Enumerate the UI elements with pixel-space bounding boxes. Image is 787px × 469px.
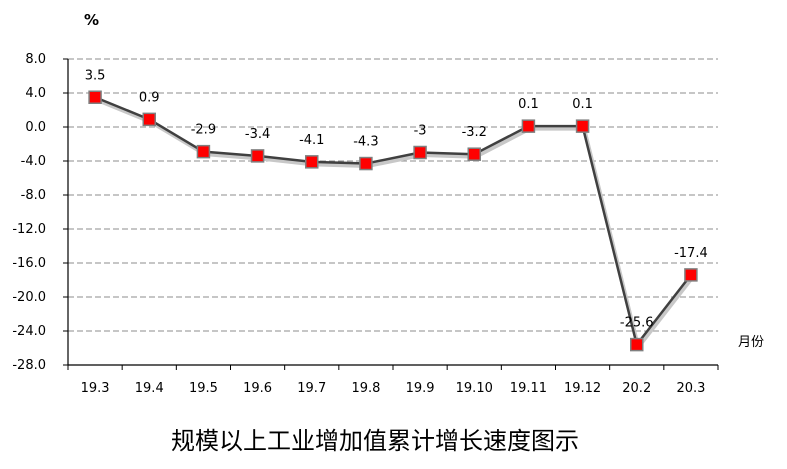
y-tick-label: 4.0 — [25, 86, 46, 101]
chart-title: 规模以上工业增加值累计增长速度图示 — [171, 427, 579, 455]
x-axis-unit: 月份 — [738, 335, 764, 350]
data-point-marker — [413, 145, 427, 160]
y-tick-label: -12.0 — [12, 222, 46, 237]
data-label: -2.9 — [191, 123, 216, 138]
x-tick-label: 20.3 — [676, 381, 705, 396]
data-label: 0.9 — [139, 90, 160, 105]
y-tick-label: 0.0 — [25, 120, 46, 135]
data-point-marker — [142, 112, 156, 127]
y-tick-label: 8.0 — [25, 52, 46, 67]
y-tick-label: -16.0 — [12, 256, 46, 271]
series-line-shadow — [95, 97, 694, 350]
line-layer — [94, 96, 694, 350]
data-point-marker — [521, 119, 536, 133]
y-axis-unit: % — [84, 11, 99, 29]
data-point-marker — [575, 119, 590, 133]
x-tick-label: 19.11 — [510, 381, 547, 396]
y-tick-label: -20.0 — [12, 290, 46, 305]
x-tick-label: 19.9 — [406, 381, 435, 396]
x-tick-label: 19.6 — [243, 381, 272, 396]
data-label: -4.3 — [353, 135, 378, 150]
x-tick-label: 19.4 — [135, 381, 164, 396]
label-layer: 3.5 0.9 -2.9 -3.4 -4.1 -4.3 -3 -3.2 0.1 0.1 -25.6 -… — [85, 68, 708, 330]
grid-layer — [68, 58, 718, 332]
x-tick-label: 19.5 — [189, 381, 218, 396]
data-point-marker — [250, 149, 265, 163]
data-point-marker — [467, 147, 481, 161]
data-label: 0.1 — [518, 97, 539, 112]
y-tick-label: -4.0 — [21, 154, 46, 169]
y-tick-label: -24.0 — [12, 324, 46, 339]
x-tick-label: 19.10 — [456, 381, 493, 396]
data-label: 0.1 — [572, 97, 593, 112]
data-point-marker — [88, 90, 102, 104]
x-tick-label: 19.7 — [297, 381, 326, 396]
y-tick-label: -8.0 — [21, 188, 46, 203]
data-label: 3.5 — [85, 68, 106, 83]
x-tick-label: 19.8 — [351, 381, 380, 396]
x-tick-label: 19.12 — [564, 381, 601, 396]
x-tick-label: 20.2 — [622, 381, 651, 396]
data-point-marker — [359, 156, 373, 171]
data-label: -3.4 — [245, 127, 270, 142]
series-line — [94, 96, 692, 346]
data-point-marker — [684, 268, 698, 282]
x-tick-label: 19.3 — [81, 381, 110, 396]
data-label: -4.1 — [299, 133, 324, 148]
y-tick-label: -28.0 — [12, 358, 46, 373]
data-label: -17.4 — [674, 246, 708, 261]
axis-layer: 8.0 4.0 0.0 -4.0 -8.0 -12.0 -16.0 -20.0 -24.0 -28… — [12, 52, 719, 396]
data-point-marker — [630, 337, 644, 352]
data-point-marker — [305, 155, 319, 169]
data-label: -3 — [414, 124, 427, 139]
data-label: -25.6 — [620, 316, 654, 331]
data-point-marker — [196, 144, 211, 159]
marker-layer — [88, 90, 698, 352]
data-label: -3.2 — [462, 125, 487, 140]
